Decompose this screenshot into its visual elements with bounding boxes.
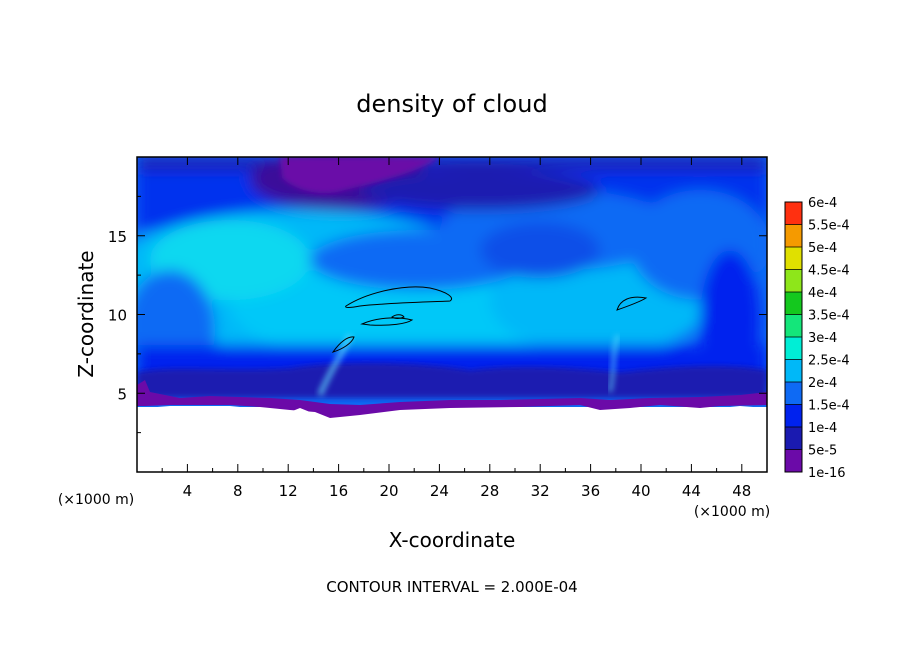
y-axis: 5 10 15 [108,195,767,434]
contour-lines [331,286,648,353]
x-tick-label: 16 [329,482,348,500]
contour-interval-note: CONTOUR INTERVAL = 2.000E-04 [326,578,577,596]
field-blobs [137,157,767,390]
upper-dry-region [280,157,440,194]
colorbar-swatch [785,202,802,225]
colorbar-legend: 1e-16 5e-5 1e-4 1.5e-4 2e-4 2.5e-4 3e-4 3.5e-4 4… [784,196,850,481]
colorbar-level-label: 1e-16 [808,466,846,481]
x-axis-label: X-coordinate [389,528,516,552]
x-tick-label: 24 [430,482,449,500]
colorbar-swatch [785,269,802,292]
contour-line [360,317,414,326]
y-tick-label: 15 [108,228,127,246]
colorbar-swatch [785,427,802,450]
y-tick-label: 10 [108,307,127,325]
colorbar-level-label: 3e-4 [808,331,837,346]
colorbar-level-label: 5.5e-4 [808,219,850,234]
colorbar-swatch [785,314,802,337]
y-axis-unit: (×1000 m) [58,492,134,508]
contour-line [331,336,355,353]
colorbar-swatch [785,449,802,472]
y-axis-label: Z-coordinate [74,250,98,377]
contour-line [391,314,405,319]
x-tick-label: 44 [682,482,701,500]
colorbar-swatch [785,337,802,360]
colorbar-level-label: 4e-4 [808,286,837,301]
x-axis: 4 8 12 16 20 24 28 32 36 40 44 48 [161,157,751,500]
empty-region [137,406,767,472]
updraft-streak [607,334,621,393]
x-tick-label: 8 [233,482,243,500]
colorbar-swatch [785,224,802,247]
colorbar-swatch [785,382,802,405]
colorbar-level-label: 2.5e-4 [808,354,850,369]
updraft-streak [317,333,353,397]
colorbar-swatch [785,292,802,315]
density-field [137,157,767,472]
x-tick-label: 20 [379,482,398,500]
colorbar-swatch [785,247,802,270]
x-tick-label: 12 [279,482,298,500]
chart-title: density of cloud [356,90,547,118]
colorbar-level-label: 1.5e-4 [808,399,850,414]
y-tick-label: 5 [117,385,127,403]
x-tick-label: 48 [732,482,751,500]
colorbar-level-label: 5e-4 [808,241,837,256]
x-axis-unit: (×1000 m) [694,504,770,520]
cloud-base-purple [137,380,767,418]
colorbar-level-label: 5e-5 [808,444,837,459]
colorbar-level-label: 6e-4 [808,196,837,211]
x-tick-label: 28 [480,482,499,500]
x-tick-label: 4 [183,482,193,500]
colorbar-level-label: 3.5e-4 [808,309,850,324]
contour-line [345,286,453,308]
colorbar-swatch [785,404,802,427]
colorbar-level-label: 2e-4 [808,376,837,391]
x-tick-label: 32 [531,482,550,500]
x-tick-label: 36 [581,482,600,500]
contour-line [616,296,648,311]
colorbar-swatch [785,359,802,382]
x-tick-label: 40 [631,482,650,500]
colorbar-level-label: 1e-4 [808,421,837,436]
colorbar-level-label: 4.5e-4 [808,264,850,279]
